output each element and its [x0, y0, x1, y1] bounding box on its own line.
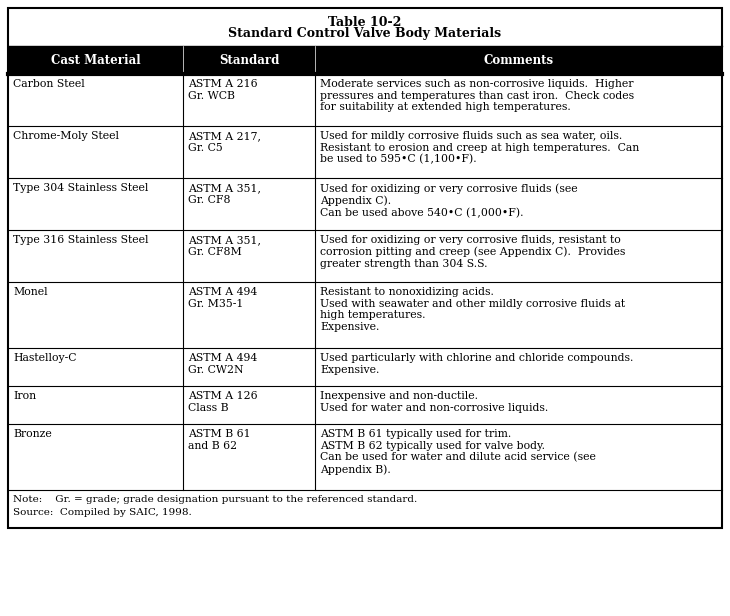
Text: Type 304 Stainless Steel: Type 304 Stainless Steel [13, 183, 148, 193]
Text: Bronze: Bronze [13, 429, 52, 439]
Text: Carbon Steel: Carbon Steel [13, 79, 85, 89]
Text: Comments: Comments [483, 54, 553, 67]
Text: Inexpensive and non-ductile.
Used for water and non-corrosive liquids.: Inexpensive and non-ductile. Used for wa… [320, 391, 548, 413]
Text: Source:  Compiled by SAIC, 1998.: Source: Compiled by SAIC, 1998. [13, 508, 192, 517]
Bar [8, 424, 722, 490]
Text: Type 316 Stainless Steel: Type 316 Stainless Steel [13, 235, 148, 245]
Bar [8, 386, 722, 424]
Text: Used particularly with chlorine and chloride compounds.
Expensive.: Used particularly with chlorine and chlo… [320, 353, 634, 375]
Text: Monel: Monel [13, 287, 47, 297]
Bar [8, 74, 722, 126]
Text: ASTM B 61
and B 62: ASTM B 61 and B 62 [188, 429, 250, 450]
Text: Moderate services such as non-corrosive liquids.  Higher
pressures and temperatu: Moderate services such as non-corrosive … [320, 79, 634, 112]
Text: Used for mildly corrosive fluids such as sea water, oils.
Resistant to erosion a: Used for mildly corrosive fluids such as… [320, 131, 639, 164]
Text: ASTM A 217,
Gr. C5: ASTM A 217, Gr. C5 [188, 131, 261, 153]
Text: Standard Control Valve Body Materials: Standard Control Valve Body Materials [228, 28, 502, 41]
Text: ASTM A 216
Gr. WCB: ASTM A 216 Gr. WCB [188, 79, 258, 100]
Text: Resistant to nonoxidizing acids.
Used with seawater and other mildly corrosive f: Resistant to nonoxidizing acids. Used wi… [320, 287, 625, 332]
Text: ASTM B 61 typically used for trim.
ASTM B 62 typically used for valve body.
Can : ASTM B 61 typically used for trim. ASTM … [320, 429, 596, 475]
Bar [8, 178, 722, 230]
Text: ASTM A 351,
Gr. CF8: ASTM A 351, Gr. CF8 [188, 183, 261, 205]
Bar [8, 8, 722, 528]
Text: ASTM A 351,
Gr. CF8M: ASTM A 351, Gr. CF8M [188, 235, 261, 257]
Text: Chrome-Moly Steel: Chrome-Moly Steel [13, 131, 119, 141]
Bar [8, 282, 722, 348]
Text: Cast Material: Cast Material [50, 54, 140, 67]
Bar [8, 348, 722, 386]
Text: Standard: Standard [219, 54, 279, 67]
Text: ASTM A 494
Gr. M35-1: ASTM A 494 Gr. M35-1 [188, 287, 257, 309]
Text: Used for oxidizing or very corrosive fluids, resistant to
corrosion pitting and : Used for oxidizing or very corrosive flu… [320, 235, 626, 269]
Bar [8, 230, 722, 282]
Text: Hastelloy-C: Hastelloy-C [13, 353, 77, 363]
Text: Iron: Iron [13, 391, 36, 401]
Text: ASTM A 494
Gr. CW2N: ASTM A 494 Gr. CW2N [188, 353, 257, 375]
Text: ASTM A 126
Class B: ASTM A 126 Class B [188, 391, 258, 413]
Bar [8, 46, 722, 74]
Bar [8, 8, 722, 528]
Bar [8, 126, 722, 178]
Text: Note:    Gr. = grade; grade designation pursuant to the referenced standard.: Note: Gr. = grade; grade designation pur… [13, 495, 418, 504]
Text: Used for oxidizing or very corrosive fluids (see
Appendix C).
Can be used above : Used for oxidizing or very corrosive flu… [320, 183, 577, 218]
Text: Table 10-2: Table 10-2 [328, 15, 402, 28]
